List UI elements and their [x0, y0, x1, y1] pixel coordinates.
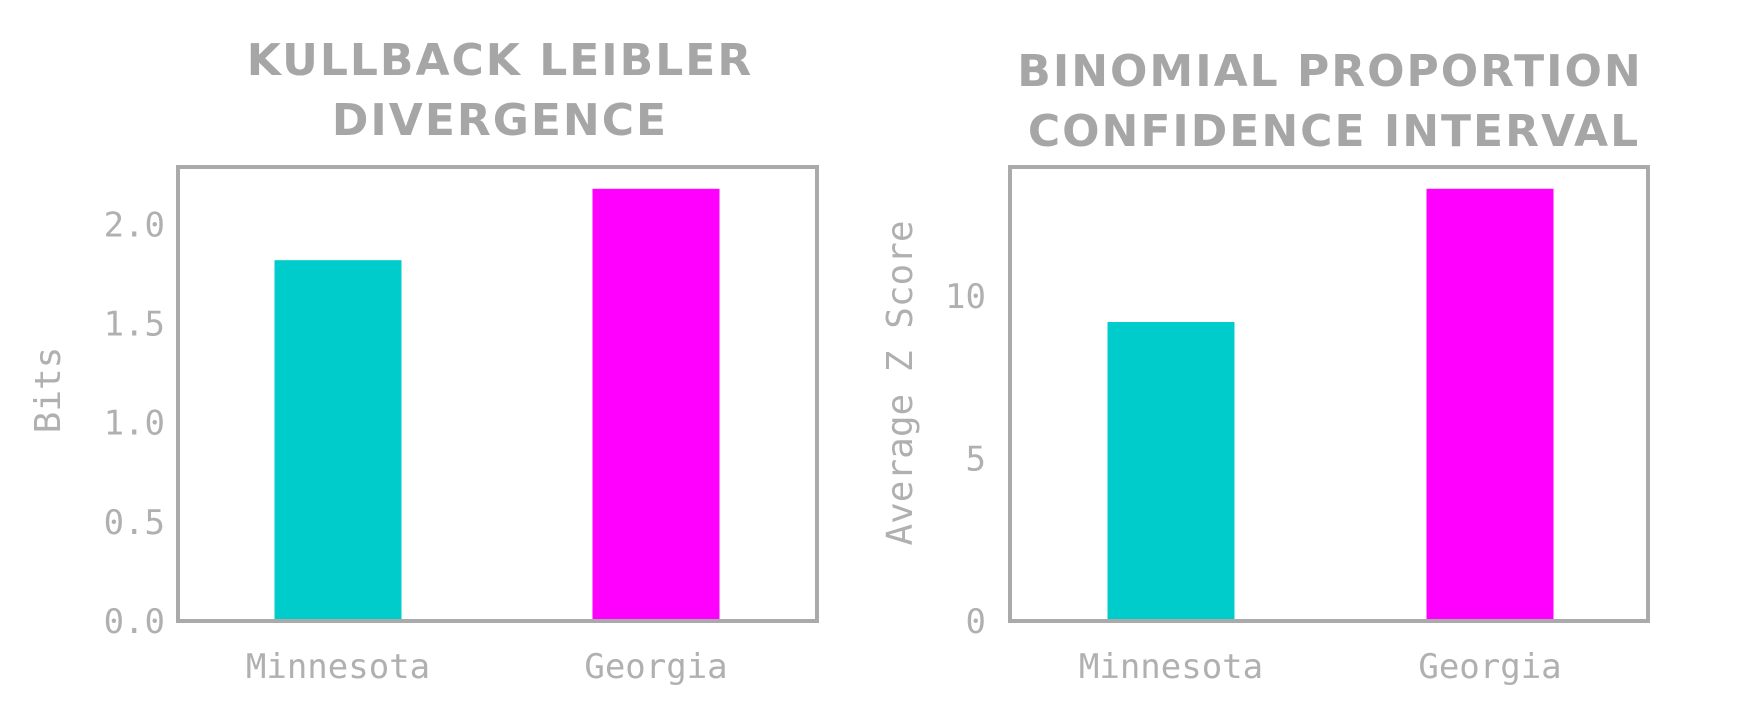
x-tick-label: Minnesota [1079, 647, 1263, 687]
y-tick-label: 1.0 [104, 404, 165, 444]
plot-frame [176, 165, 819, 623]
y-tick-label: 0.0 [104, 602, 165, 642]
y-axis-label: Average Z Score [880, 220, 921, 545]
y-tick-label: 10 [945, 277, 986, 317]
bar-georgia [1426, 188, 1554, 621]
bar-minnesota [274, 260, 402, 621]
x-tick-label: Georgia [1418, 647, 1561, 687]
y-tick-label: 0 [966, 602, 986, 642]
y-tick-label: 0.5 [104, 503, 165, 543]
y-tick-label: 5 [966, 440, 986, 480]
y-tick-label: 2.0 [104, 205, 165, 245]
chart-panel-kl: KULLBACK LEIBLER DIVERGENCE Bits 0.0 0.5 1… [28, 35, 819, 687]
bar-georgia [592, 188, 720, 621]
chart-title-line-1: KULLBACK LEIBLER [247, 35, 753, 86]
x-tick-label: Minnesota [246, 647, 430, 687]
plot-frame [1008, 165, 1650, 623]
y-tick-label: 1.5 [104, 305, 165, 345]
x-tick-label: Georgia [584, 647, 727, 687]
y-axis-label: Bits [28, 347, 69, 434]
chart-title-line-2: DIVERGENCE [332, 95, 668, 146]
chart-title-line-2: CONFIDENCE INTERVAL [1028, 106, 1640, 157]
bar-minnesota [1107, 322, 1235, 621]
chart-title-line-1: BINOMIAL PROPORTION [1017, 46, 1642, 97]
chart-panel-binomial: BINOMIAL PROPORTION CONFIDENCE INTERVAL … [880, 46, 1650, 687]
